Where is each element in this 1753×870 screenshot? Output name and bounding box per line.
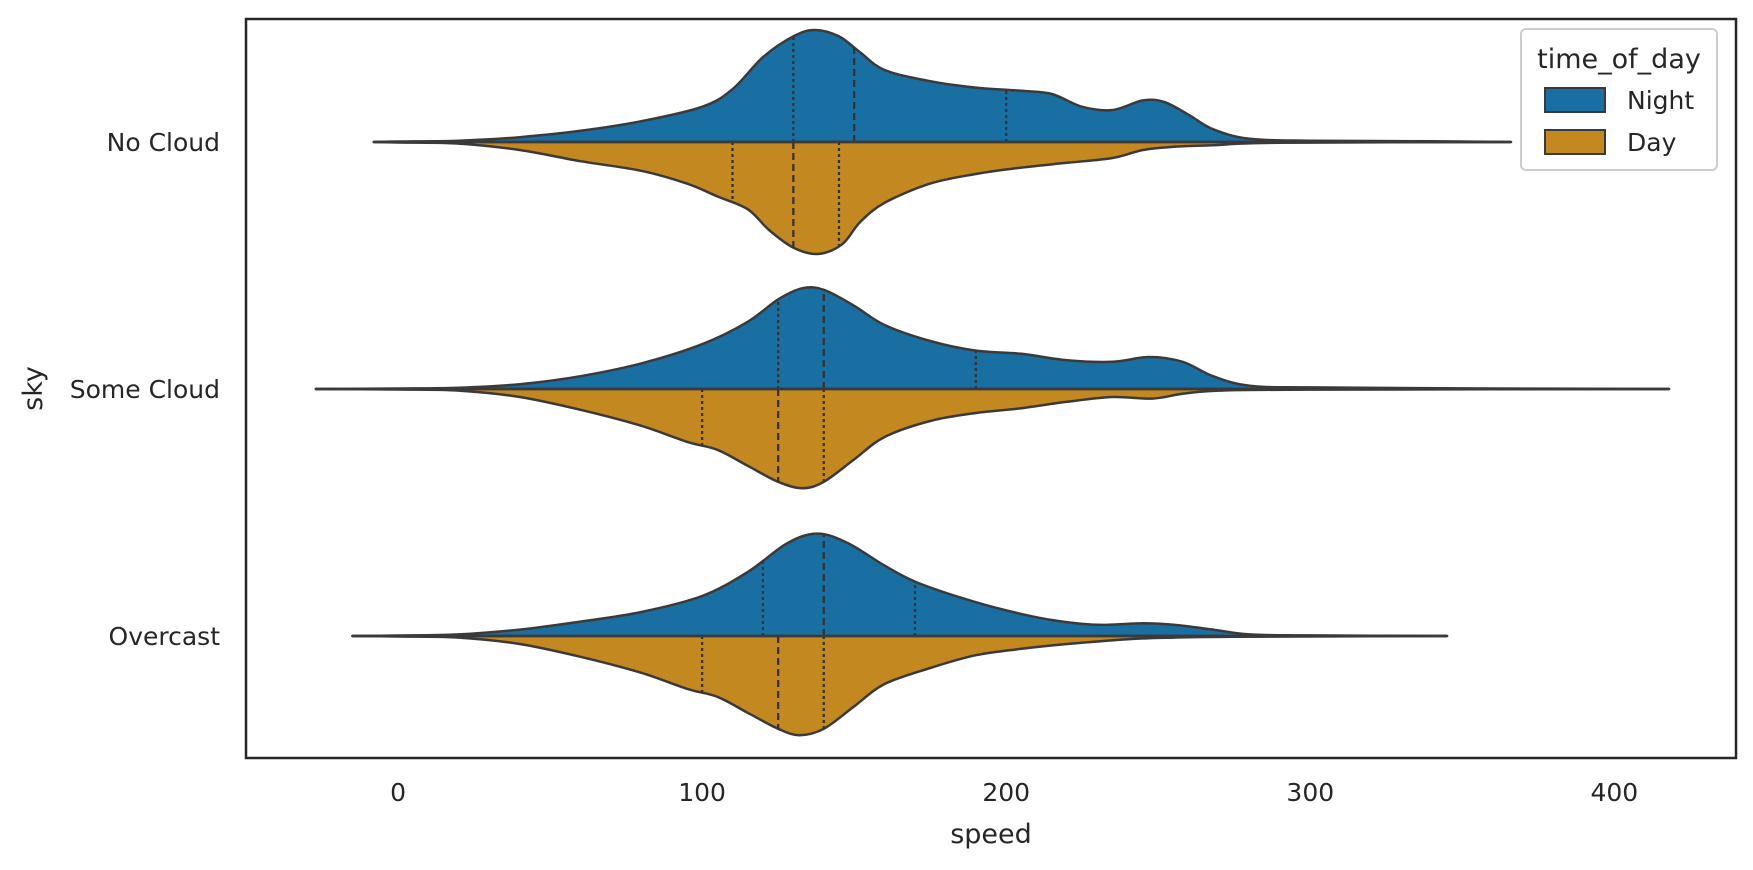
violin-night-overcast (351, 532, 1449, 638)
legend-swatch-night (1544, 87, 1606, 113)
x-tick-label-0: 0 (390, 778, 406, 807)
x-axis-label: speed (950, 819, 1032, 850)
x-tick-label-100: 100 (678, 778, 726, 807)
violin-night-no-cloud (372, 28, 1513, 144)
y-axis-label: sky (18, 366, 49, 411)
legend-swatch-day (1544, 129, 1606, 155)
violin-day-overcast (351, 634, 1449, 737)
x-tick-label-300: 300 (1286, 778, 1334, 807)
legend-title: time_of_day (1537, 44, 1701, 75)
violin-day-some-cloud (314, 387, 1671, 490)
legend: time_of_day Night Day (1520, 28, 1718, 171)
x-tick-label-400: 400 (1591, 778, 1639, 807)
y-tick-label-overcast: Overcast (109, 622, 221, 651)
legend-label-night: Night (1627, 86, 1694, 115)
y-tick-label-no-cloud: No Cloud (107, 128, 220, 157)
violin-day-no-cloud (372, 140, 1513, 256)
axes-layer: 0 100 200 300 400 No Cloud Some Cloud Overcast s… (18, 17, 1738, 850)
y-tick-label-some-cloud: Some Cloud (70, 375, 220, 404)
violins-layer (314, 28, 1671, 737)
legend-label-day: Day (1627, 128, 1677, 157)
violin-night-some-cloud (314, 285, 1671, 391)
x-tick-label-200: 200 (982, 778, 1030, 807)
plot-frame (244, 17, 1738, 760)
